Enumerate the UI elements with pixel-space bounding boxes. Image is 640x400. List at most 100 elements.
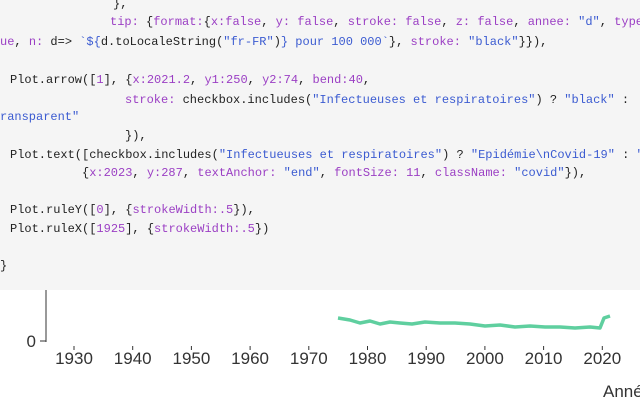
code-line: Plot.ruleY([0], {strokeWidth:.5}), <box>10 202 255 218</box>
code-token: Plot.text([checkbox.includes( <box>10 148 219 162</box>
code-token: n: <box>28 35 51 49</box>
code-token: 0 <box>96 203 104 217</box>
code-token: ], { <box>125 222 155 236</box>
code-line: }, <box>113 0 127 12</box>
code-token: : <box>614 93 630 107</box>
code-token: , <box>420 166 435 180</box>
code-token: }, <box>113 0 128 11</box>
code-token: , <box>261 15 276 29</box>
code-token: "covid" <box>514 166 565 180</box>
code-token: , <box>441 15 456 29</box>
code-token: 1925 <box>96 222 126 236</box>
code-token: className: <box>434 166 515 180</box>
code-token: tip: <box>110 15 139 29</box>
code-line: tip: {format:{x:false, y: false, stroke:… <box>110 14 640 30</box>
code-token: y1:250 <box>204 73 248 87</box>
chart-fragment: 1930 1940 1950 1960 1970 1980 1990 2000 2010 2020… <box>27 290 640 400</box>
code-token: { <box>138 15 154 29</box>
code-token: : <box>614 148 637 162</box>
x-tick-label: 1960 <box>231 349 269 368</box>
code-token: ) <box>273 35 281 49</box>
y-tick-label: 0 <box>27 332 36 351</box>
code-token: { <box>82 166 90 180</box>
code-token: , <box>190 73 205 87</box>
code-token: d.toLocaleString( <box>100 35 224 49</box>
x-tick-label: 1950 <box>172 349 210 368</box>
code-token: y: false <box>275 15 334 29</box>
code-line: }), <box>125 128 147 144</box>
code-token: checkbox.includes( <box>182 93 313 107</box>
code-token: y2:74 <box>262 73 299 87</box>
trend-line <box>337 314 611 330</box>
code-token: "Infectueuses et respiratoires" <box>218 148 443 162</box>
code-token: } pour 100 000` <box>280 35 389 49</box>
code-token: , <box>14 35 29 49</box>
code-token: stroke: <box>410 35 469 49</box>
code-token: format: <box>153 15 204 29</box>
code-line: stroke: checkbox.includes("Infectueuses … <box>125 92 629 108</box>
code-token: , <box>247 73 263 87</box>
code-token: bend:40 <box>312 73 363 87</box>
code-token: "Epidémie\nCovid-19" <box>470 148 615 162</box>
code-token: "black" <box>564 93 615 107</box>
code-token: x:2021.2 <box>132 73 191 87</box>
code-token: fontSize: 11 <box>334 166 421 180</box>
code-editor[interactable]: }, tip: {format:{x:false, y: false, stro… <box>0 0 640 290</box>
code-token: , <box>513 15 528 29</box>
code-token: stroke: <box>125 93 183 107</box>
x-tick-label: 2000 <box>466 349 504 368</box>
x-tick-label: 2020 <box>583 349 621 368</box>
code-token: z: false <box>455 15 514 29</box>
code-token: y:287 <box>146 166 183 180</box>
code-token: { <box>203 15 211 29</box>
code-token: }) <box>254 222 270 236</box>
code-line: ue, n: d=> `${d.toLocaleString("fr-FR")}… <box>0 34 547 50</box>
code-token: , <box>298 73 313 87</box>
code-token: "d" <box>578 15 600 29</box>
code-token: " <box>637 148 640 162</box>
code-line: ransparent" <box>0 109 79 125</box>
code-token: Plot.ruleX([ <box>10 222 97 236</box>
code-token: 1 <box>96 73 104 87</box>
code-token: }), <box>233 203 255 217</box>
code-token: ) ? <box>442 148 471 162</box>
code-token: , <box>182 166 198 180</box>
code-token: }, <box>388 35 411 49</box>
code-token: textAnchor: <box>197 166 284 180</box>
code-token: x:2023 <box>89 166 133 180</box>
code-token: ransparent" <box>0 110 80 124</box>
x-tick-label: 2010 <box>525 349 563 368</box>
code-token: "Infectueuses et respiratoires" <box>312 93 536 107</box>
code-token: , <box>319 166 335 180</box>
code-token: d=> <box>50 35 80 49</box>
code-token: type <box>614 15 640 29</box>
code-token: , <box>333 15 348 29</box>
code-token: ue <box>0 35 15 49</box>
code-line: Plot.ruleX([1925], {strokeWidth:.5}) <box>10 221 269 237</box>
code-token: `${ <box>79 35 101 49</box>
code-token: }), <box>564 166 587 180</box>
x-tick-label: 1940 <box>114 349 152 368</box>
x-tick-label: 1980 <box>349 349 387 368</box>
x-axis-label: Année <box>603 382 640 400</box>
code-token: , <box>132 166 147 180</box>
code-token: "end" <box>283 166 320 180</box>
code-token: Plot.arrow([ <box>10 73 97 87</box>
code-token: ], { <box>103 203 133 217</box>
code-token: ) ? <box>535 93 565 107</box>
code-token: x:false <box>210 15 262 29</box>
code-token: , <box>362 73 371 87</box>
x-tick-label: 1970 <box>290 349 328 368</box>
code-token: ], { <box>103 73 133 87</box>
code-token: } <box>0 259 8 273</box>
code-line: Plot.arrow([1], {x:2021.2, y1:250, y2:74… <box>10 72 370 88</box>
x-tick-label: 1990 <box>407 349 445 368</box>
code-token: strokeWidth:.5 <box>154 222 255 236</box>
code-token: , <box>599 15 615 29</box>
code-token: stroke: false <box>347 15 442 29</box>
code-token: "black" <box>468 35 519 49</box>
code-token: }}), <box>518 35 548 49</box>
x-tick-label: 1930 <box>55 349 93 368</box>
code-token: Plot.ruleY([ <box>10 203 97 217</box>
